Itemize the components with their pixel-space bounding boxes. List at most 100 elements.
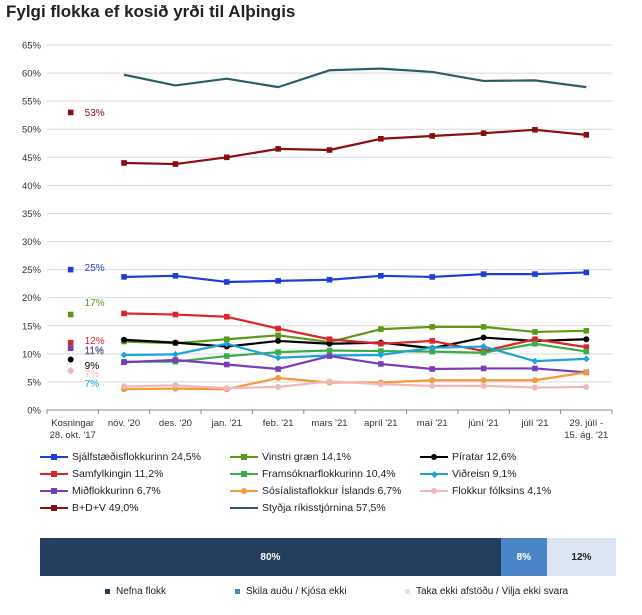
data-point (275, 278, 281, 284)
data-point (172, 339, 179, 346)
x-tick-label: maí '21 (417, 418, 448, 429)
legend-label: Vinstri græn 14,1% (262, 451, 352, 463)
data-point (583, 132, 590, 138)
data-point (532, 340, 538, 347)
x-tick-label: 28. okt. '17 (50, 430, 96, 441)
legend-item: Samfylkingin 11,2% (40, 466, 163, 482)
data-point (531, 377, 538, 384)
bar-segment-taka-ekki-afstodu: 12% (546, 538, 616, 576)
bar-segment-skila-audu: 8% (500, 538, 547, 576)
election-value-label: 25% (85, 263, 105, 274)
y-tick-label: 5% (27, 377, 41, 388)
legend-marker (241, 488, 247, 494)
election-value-label: 11% (85, 346, 104, 357)
x-tick-label: Kosningar (51, 418, 94, 429)
x-tick-label: apríl '21 (364, 418, 398, 429)
data-point (480, 382, 487, 389)
data-point (275, 383, 282, 390)
legend-item: Flokkur fólksins 4,1% (420, 483, 551, 499)
data-point (378, 135, 384, 142)
data-point (378, 272, 384, 279)
legend-item: Sósíalistaflokkur Íslands 6,7% (230, 483, 401, 499)
legend-swatch-icon (40, 452, 68, 462)
legend-item: Vinstri græn 14,1% (230, 449, 351, 465)
data-point (583, 344, 590, 350)
data-point (532, 271, 538, 277)
data-point (275, 366, 281, 372)
data-point (480, 349, 487, 356)
y-tick-label: 20% (22, 293, 42, 304)
y-tick-label: 50% (22, 125, 42, 136)
data-point (67, 345, 74, 352)
data-point (172, 272, 179, 279)
x-tick-label: júlí '21 (520, 418, 548, 429)
data-point (480, 365, 487, 372)
y-tick-label: 0% (27, 406, 41, 417)
x-tick-label: mars '21 (311, 418, 347, 429)
data-point (429, 348, 436, 355)
legend-marker (51, 488, 57, 494)
x-tick-label: júní '21 (467, 418, 498, 429)
legend-marker (241, 471, 247, 477)
data-point (121, 160, 127, 166)
data-point (67, 311, 74, 318)
legend-marker (430, 470, 438, 478)
response-bar-legend: Nefna flokk Skila auðu / Kjósa ekki Taka… (105, 584, 635, 600)
line-chart: 0% 5% 10% 15% 20% 25% 30% 35% 40% 45% 50% 55% 60% 65%… (22, 41, 613, 441)
legend-item: Styðja ríkisstjórnina 57,5% (230, 500, 386, 516)
series-line (123, 67, 587, 89)
data-point (583, 348, 590, 355)
legend-marker (241, 454, 247, 460)
x-tick-label: feb. '21 (263, 418, 294, 429)
data-point (583, 383, 590, 390)
bar-legend-label: Skila auðu / Kjósa ekki (246, 586, 347, 597)
data-point (67, 356, 74, 363)
data-point (480, 334, 487, 341)
legend-line (230, 507, 258, 509)
x-tick-label: 29. júlí - (569, 418, 603, 429)
election-value-label: 7% (85, 379, 100, 390)
data-point (172, 357, 179, 363)
data-point (531, 384, 538, 391)
data-point (583, 369, 590, 376)
data-point (532, 329, 538, 335)
election-value-label: 9% (85, 361, 100, 372)
data-point (326, 147, 333, 153)
data-point (223, 336, 230, 343)
series-line (124, 342, 587, 363)
data-point (223, 340, 231, 348)
data-point (121, 359, 127, 366)
data-point (583, 269, 590, 276)
data-point (67, 367, 74, 374)
data-point (275, 337, 282, 344)
data-point (583, 336, 590, 343)
legend-label: Viðreisn 9,1% (452, 468, 517, 480)
data-point (67, 109, 74, 116)
data-point (531, 357, 539, 365)
data-point (377, 381, 384, 388)
election-value-label: 17% (85, 298, 105, 309)
data-point (275, 332, 281, 339)
data-point (223, 385, 230, 392)
data-point (326, 353, 333, 359)
legend-swatch-icon (40, 469, 68, 479)
y-tick-label: 40% (22, 181, 42, 192)
data-point (429, 338, 436, 344)
data-point (172, 351, 179, 358)
chart-legend: Sjálfstæðisflokkurinn 24,5% Vinstri græn … (40, 449, 640, 531)
data-point (121, 310, 127, 317)
data-point (378, 340, 384, 347)
data-point (275, 349, 281, 355)
legend-label: Styðja ríkisstjórnina 57,5% (262, 502, 386, 514)
series-line (124, 312, 587, 353)
election-value-label: 12% (85, 336, 105, 347)
series-line (124, 380, 587, 390)
legend-marker (51, 471, 57, 477)
data-point (480, 343, 487, 350)
data-point (429, 324, 436, 330)
data-point (532, 365, 538, 372)
legend-label: Framsóknarflokkurinn 10,4% (262, 468, 396, 480)
y-tick-label: 60% (22, 69, 42, 80)
data-point (326, 276, 333, 283)
data-point (480, 324, 487, 330)
